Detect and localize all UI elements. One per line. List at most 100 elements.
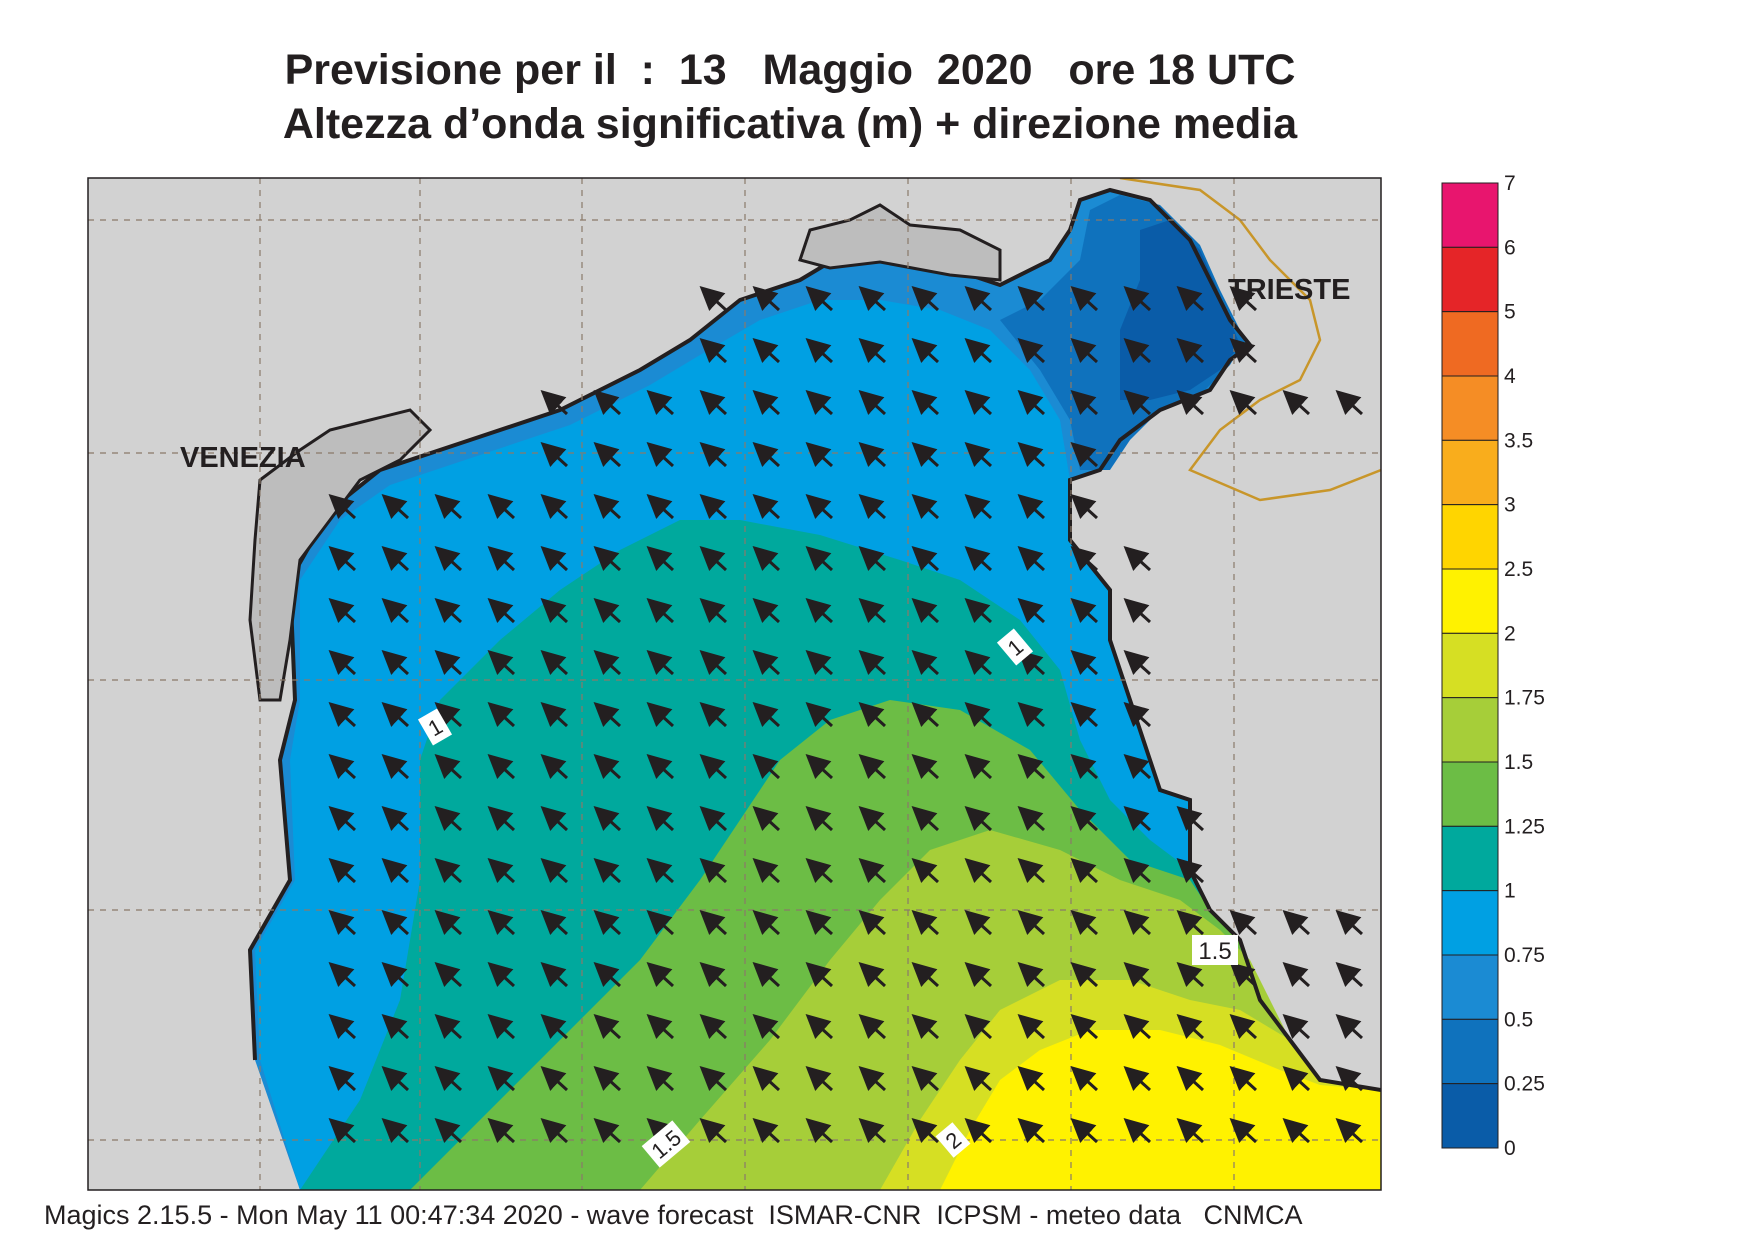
direction-arrow-36 <box>1282 389 1311 416</box>
direction-arrow-175 <box>1070 857 1099 884</box>
direction-arrow-56 <box>699 493 728 520</box>
direction-arrow-275 <box>1229 1117 1258 1144</box>
direction-arrow-128 <box>328 753 357 780</box>
colorbar-label-10: 1.25 <box>1504 815 1545 838</box>
direction-arrow-213 <box>1123 961 1152 988</box>
colorbar-swatch-11 <box>1441 890 1499 956</box>
direction-arrow-177 <box>1176 857 1205 884</box>
colorbar-label-13: 0.5 <box>1504 1008 1533 1031</box>
direction-arrow-42 <box>752 441 781 468</box>
direction-arrow-226 <box>752 1013 781 1040</box>
direction-arrow-33 <box>1123 389 1152 416</box>
direction-arrow-178 <box>328 909 357 936</box>
direction-arrow-137 <box>805 753 834 780</box>
colorbar-label-15: 0 <box>1504 1137 1516 1160</box>
colorbar-label-3: 4 <box>1504 365 1516 388</box>
direction-arrow-27 <box>805 389 834 416</box>
direction-arrow-100 <box>540 649 569 676</box>
direction-arrow-197 <box>1335 909 1364 936</box>
colorbar-swatch-13 <box>1441 1018 1499 1085</box>
direction-arrow-20 <box>1176 337 1205 364</box>
direction-arrow-32 <box>1070 389 1099 416</box>
colorbar-label-6: 2.5 <box>1504 558 1533 581</box>
direction-arrow-220 <box>434 1013 463 1040</box>
direction-arrow-169 <box>752 857 781 884</box>
direction-arrow-229 <box>911 1013 940 1040</box>
direction-arrow-26 <box>752 389 781 416</box>
direction-arrow-136 <box>752 753 781 780</box>
direction-arrow-173 <box>964 857 993 884</box>
colorbar-swatch-4 <box>1441 439 1499 506</box>
direction-arrow-69 <box>593 545 622 572</box>
direction-arrow-236 <box>1282 1013 1311 1040</box>
direction-arrow-260 <box>434 1117 463 1144</box>
city-label-venezia: VENEZIA <box>180 442 306 474</box>
direction-arrow-156 <box>964 805 993 832</box>
direction-arrow-85 <box>593 597 622 624</box>
direction-arrow-80 <box>328 597 357 624</box>
direction-arrow-117 <box>593 701 622 728</box>
direction-arrow-6 <box>1017 285 1046 312</box>
direction-arrow-245 <box>699 1065 728 1092</box>
direction-arrow-47 <box>1017 441 1046 468</box>
direction-arrow-176 <box>1123 857 1152 884</box>
direction-arrow-165 <box>540 857 569 884</box>
direction-arrow-259 <box>381 1117 410 1144</box>
direction-arrow-174 <box>1017 857 1046 884</box>
direction-arrow-231 <box>1017 1013 1046 1040</box>
direction-arrow-221 <box>487 1013 516 1040</box>
direction-arrow-183 <box>593 909 622 936</box>
direction-arrow-219 <box>381 1013 410 1040</box>
direction-arrow-139 <box>911 753 940 780</box>
direction-arrow-152 <box>752 805 781 832</box>
direction-arrow-212 <box>1070 961 1099 988</box>
city-label-trieste: TRIESTE <box>1228 274 1351 306</box>
direction-arrow-206 <box>752 961 781 988</box>
direction-arrow-153 <box>805 805 834 832</box>
direction-arrow-88 <box>752 597 781 624</box>
direction-arrow-30 <box>964 389 993 416</box>
direction-arrow-130 <box>434 753 463 780</box>
colorbar-label-5: 3 <box>1504 494 1516 517</box>
direction-arrow-185 <box>699 909 728 936</box>
direction-arrow-182 <box>540 909 569 936</box>
direction-arrow-256 <box>1282 1065 1311 1092</box>
direction-arrow-266 <box>752 1117 781 1144</box>
direction-arrow-110 <box>1070 649 1099 676</box>
direction-arrow-98 <box>434 649 463 676</box>
direction-arrow-118 <box>646 701 675 728</box>
direction-arrow-252 <box>1070 1065 1099 1092</box>
direction-arrow-277 <box>1335 1117 1364 1144</box>
direction-arrow-46 <box>964 441 993 468</box>
direction-arrow-40 <box>646 441 675 468</box>
direction-arrow-0 <box>699 285 728 312</box>
direction-arrow-9 <box>1176 285 1205 312</box>
direction-arrow-31 <box>1017 389 1046 416</box>
direction-arrow-21 <box>1229 337 1258 364</box>
direction-arrow-145 <box>381 805 410 832</box>
colorbar-label-0: 7 <box>1504 172 1516 195</box>
direction-arrow-202 <box>540 961 569 988</box>
direction-arrow-215 <box>1229 961 1258 988</box>
direction-arrow-274 <box>1176 1117 1205 1144</box>
colorbar-label-9: 1.5 <box>1504 751 1533 774</box>
direction-arrow-87 <box>699 597 728 624</box>
direction-arrow-92 <box>964 597 993 624</box>
footer-credits: Magics 2.15.5 - Mon May 11 00:47:34 2020… <box>44 1200 1303 1230</box>
direction-arrow-18 <box>1070 337 1099 364</box>
direction-arrow-155 <box>911 805 940 832</box>
direction-arrow-37 <box>1335 389 1364 416</box>
direction-arrow-124 <box>964 701 993 728</box>
direction-arrow-13 <box>805 337 834 364</box>
direction-arrow-148 <box>540 805 569 832</box>
direction-arrow-143 <box>1123 753 1152 780</box>
direction-arrow-11 <box>699 337 728 364</box>
direction-arrow-4 <box>911 285 940 312</box>
direction-arrow-166 <box>593 857 622 884</box>
direction-arrow-15 <box>911 337 940 364</box>
direction-arrow-225 <box>699 1013 728 1040</box>
direction-arrow-25 <box>699 389 728 416</box>
direction-arrow-53 <box>540 493 569 520</box>
direction-arrow-200 <box>434 961 463 988</box>
direction-arrow-248 <box>858 1065 887 1092</box>
